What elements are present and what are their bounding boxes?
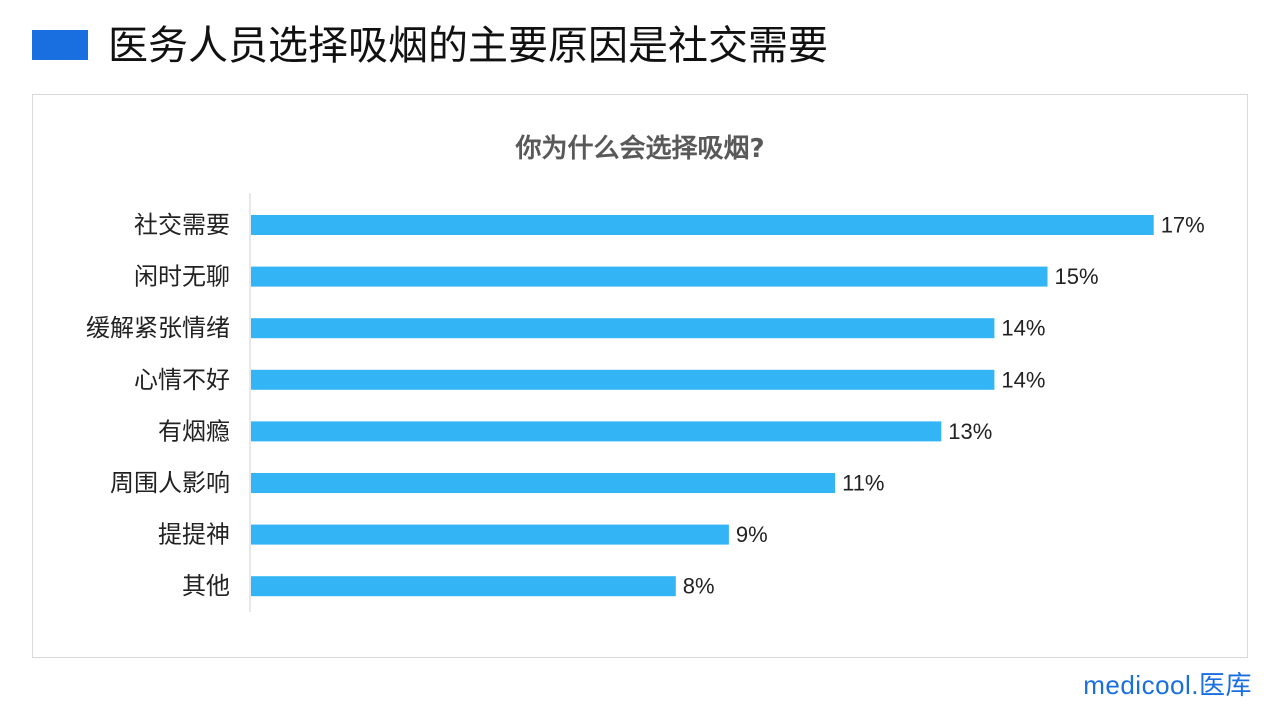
bar-chart: 社交需要 17% 闲时无聊 15% 缓解紧张情绪 14% 心情不好 14% 有烟瘾 13% 周围人影… (86, 193, 1205, 612)
category-label: 提提神 (158, 521, 230, 549)
bar (251, 576, 676, 597)
value-label: 14% (1001, 316, 1045, 341)
title-accent-bar (32, 30, 88, 60)
bar (251, 215, 1154, 235)
category-label: 周围人影响 (110, 469, 230, 497)
value-label: 15% (1055, 264, 1099, 289)
chart-panel: 你为什么会选择吸烟? 社交需要 17% 闲时无聊 15% 缓解紧张情绪 14% 心情不好 14… (32, 94, 1248, 658)
page-title: 医务人员选择吸烟的主要原因是社交需要 (108, 23, 828, 69)
value-label: 8% (683, 574, 715, 599)
value-label: 17% (1161, 213, 1205, 238)
bar (251, 421, 942, 442)
category-label: 其他 (182, 572, 230, 600)
bar (251, 369, 995, 390)
category-label: 心情不好 (134, 366, 230, 394)
bar (251, 266, 1048, 287)
category-label: 社交需要 (134, 211, 230, 239)
category-label: 有烟瘾 (158, 417, 230, 445)
bar (251, 524, 729, 545)
brand-logo: medicool.医库 (1083, 670, 1252, 700)
category-label: 缓解紧张情绪 (86, 314, 230, 342)
category-label: 闲时无聊 (134, 263, 230, 291)
chart-title: 你为什么会选择吸烟? (515, 134, 765, 164)
value-label: 13% (948, 419, 992, 444)
bar (251, 473, 836, 493)
value-label: 14% (1001, 367, 1045, 392)
value-label: 9% (736, 522, 768, 547)
bar (251, 318, 995, 339)
value-label: 11% (842, 471, 884, 496)
